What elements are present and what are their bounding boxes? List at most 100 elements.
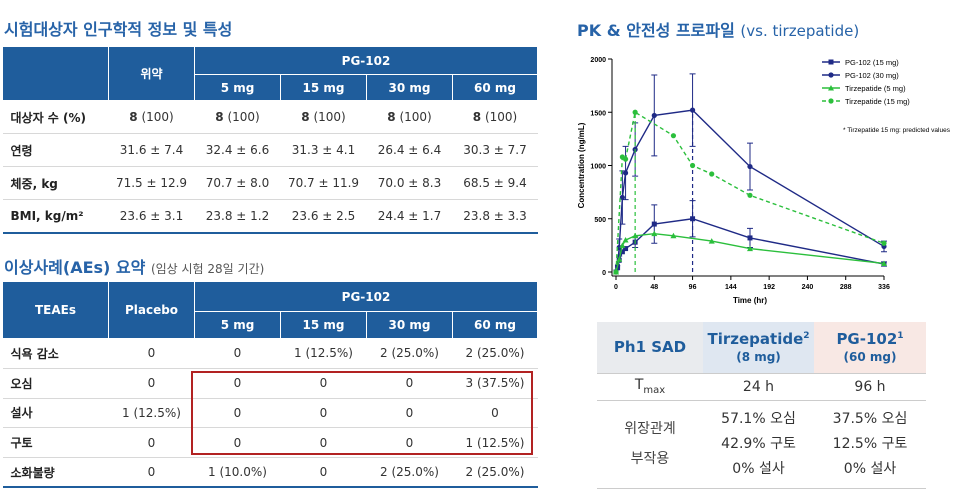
x-tick-label: 288 [840, 284, 852, 291]
header-row: Ph1 SAD Tirzepatide2 (8 mg) PG-1021 (60 mg) [597, 322, 926, 374]
row-label: 식욕 감소 [2, 338, 109, 369]
header-cell: Placebo [108, 281, 195, 339]
marker [708, 238, 715, 244]
x-tick-label: 96 [689, 284, 697, 291]
header-cell: PG-1021 (60 mg) [814, 322, 926, 374]
pk-title: PK & 안전성 프로파일 [577, 21, 735, 40]
header-cell: 15 mg [280, 74, 367, 101]
marker [619, 194, 625, 201]
cell: 0 [108, 338, 195, 369]
y-tick-label: 0 [602, 270, 606, 277]
header-cell: PG-102 [194, 281, 538, 312]
cell-rest: (100) [227, 110, 260, 124]
header-cell: Ph1 SAD [597, 322, 703, 374]
y-tick-label: 1000 [590, 164, 606, 171]
row-label: 소화불량 [2, 457, 109, 489]
marker [747, 235, 753, 241]
cell: 26.4 ± 6.4 [366, 133, 453, 167]
pk-subtitle: (vs. tirzepatide) [740, 22, 860, 40]
series-line [615, 109, 885, 273]
cell: 23.6 ± 3.1 [108, 199, 195, 234]
row: BMI, kg/m² 23.6 ± 3.1 23.8 ± 1.2 23.6 ± 2.5… [2, 199, 538, 234]
cell: 23.6 ± 2.5 [280, 199, 367, 234]
row-label: 체중, kg [2, 166, 109, 200]
cell: 2 (25.0%) [452, 457, 538, 489]
cell: 30.3 ± 7.7 [452, 133, 538, 167]
ae-label-line: 위장관계 [624, 421, 676, 437]
header-cell: 위약 [108, 46, 195, 101]
cell: 0 [366, 368, 453, 399]
cell: 0 [194, 368, 281, 399]
marker [622, 237, 629, 243]
legend-marker [828, 98, 834, 104]
row: 대상자 수 (%) 8 (100) 8 (100) 8 (100) 8 (100) 8 (… [2, 100, 538, 134]
cell: 2 (25.0%) [366, 457, 453, 489]
cell: 70.7 ± 11.9 [280, 166, 367, 200]
col-name: Tirzepatide [707, 330, 804, 349]
tmax-value: 96 h [814, 373, 926, 401]
comparison-table: Ph1 SAD Tirzepatide2 (8 mg) PG-1021 (60 mg) T… [597, 322, 926, 489]
cell-bold: 8 [301, 110, 310, 124]
cell: 0 [280, 398, 367, 429]
cell: 23.8 ± 3.3 [452, 199, 538, 234]
header-row: TEAEs Placebo PG-102 [2, 281, 538, 339]
cell: 0 [194, 398, 281, 429]
marker [690, 216, 696, 222]
cell: 1 (12.5%) [108, 398, 195, 429]
aes-subtitle: (임상 시험 28일 기간) [150, 262, 265, 276]
cell: 0 [366, 398, 453, 429]
cell: 1 (10.0%) [194, 457, 281, 489]
header-cell [2, 46, 109, 101]
col-name: PG-102 [836, 330, 898, 349]
marker [709, 171, 715, 177]
header-cell: TEAEs [2, 281, 109, 339]
marker [651, 230, 658, 237]
marker [619, 249, 625, 255]
legend-label: PG-102 (15 mg) [845, 58, 899, 67]
y-tick-label: 1500 [590, 110, 606, 117]
cell: 0 [108, 368, 195, 399]
marker [613, 269, 619, 275]
legend-marker [828, 72, 834, 78]
header-cell: 15 mg [280, 311, 367, 339]
legend-marker [828, 85, 834, 91]
cell: 70.7 ± 8.0 [194, 166, 281, 200]
cell: 8 (100) [280, 100, 367, 134]
header-row: 5 mg 15 mg 30 mg 60 mg [3, 311, 538, 339]
header-cell: 30 mg [366, 311, 453, 339]
row-label: BMI, kg/m² [2, 199, 109, 234]
cell-rest: (100) [313, 110, 346, 124]
legend-label: Tirzepatide (5 mg) [845, 84, 906, 93]
cell-rest: (100) [399, 110, 432, 124]
marker [651, 112, 657, 119]
marker [623, 246, 629, 252]
legend-marker [828, 59, 834, 65]
marker [622, 170, 629, 176]
header-cell: 5 mg [194, 74, 281, 101]
pk-chart: 0 500 1000 1500 2000 0 48 96 144 192 240 288 336 Time… [577, 57, 951, 305]
cell: 0 [108, 457, 195, 489]
marker [616, 256, 623, 262]
row: 오심 0 0 0 0 3 (37.5%) [2, 368, 538, 399]
cell: 31.3 ± 4.1 [280, 133, 367, 167]
marker [622, 156, 629, 162]
ae-value: 0% 설사 [732, 460, 785, 477]
ae-row: 위장관계 부작용 57.1% 오심 42.9% 구토 0% 설사 37.5% 오심 12.5… [597, 400, 926, 489]
tmax-sub: max [643, 384, 666, 396]
cell: 0 [280, 457, 367, 489]
header-cell: 60 mg [452, 311, 538, 339]
row-label: 구토 [2, 427, 109, 459]
row: 체중, kg 71.5 ± 12.9 70.7 ± 8.0 70.7 ± 11.9 70… [2, 166, 538, 200]
header-row: 5 mg 15 mg 30 mg 60 mg [3, 74, 538, 101]
cell-rest: (100) [141, 110, 174, 124]
ae-label-line: 부작용 [630, 451, 670, 467]
cell: 8 (100) [366, 100, 453, 134]
col-dose: (60 mg) [843, 350, 897, 365]
header-cell: 60 mg [452, 74, 538, 101]
cell-bold: 8 [215, 110, 224, 124]
marker [670, 133, 677, 139]
row-label: 대상자 수 (%) [2, 100, 109, 134]
cell: 68.5 ± 9.4 [452, 166, 538, 200]
series-line [615, 232, 885, 273]
